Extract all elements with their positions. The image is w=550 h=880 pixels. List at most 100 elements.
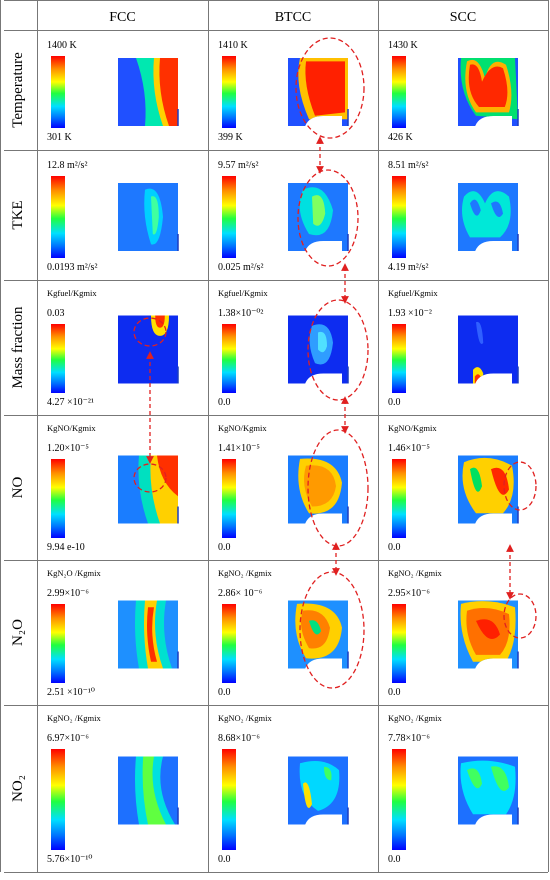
scale-min-label: 4.19 m²/s² — [388, 262, 428, 273]
scale-min-label: 0.0 — [218, 542, 231, 553]
contour-cell: KgNO/Kgmix 1.20×10⁻⁵ 9.94 e-10 — [47, 423, 179, 553]
scale-max-label: 9.57 m²/s² — [218, 160, 258, 171]
contour-field — [458, 756, 518, 825]
contour-cell: KgNO₂ /Kgmix 6.97×10⁻⁶ 5.76×10⁻¹⁰ — [47, 713, 179, 865]
unit-label: KgNO/Kgmix — [47, 423, 96, 433]
contour-cell: 12.8 m²/s² 0.0193 m²/s² — [47, 160, 179, 273]
scale-max-label: 12.8 m²/s² — [47, 160, 87, 171]
unit-label: Kgfuel/Kgmix — [388, 288, 438, 298]
scale-max-label: 1.38×10⁻⁰² — [218, 308, 263, 319]
highlight-ellipse — [503, 461, 537, 511]
highlight-ellipse — [133, 463, 167, 493]
highlight-ellipse — [133, 317, 167, 347]
scale-min-label: 0.0 — [388, 854, 401, 865]
scale-min-label: 0.0193 m²/s² — [47, 262, 97, 273]
scale-max-label: 2.95×10⁻⁶ — [388, 588, 430, 599]
column-headers: FCC BTCC SCC — [109, 10, 476, 25]
unit-label: KgNO₂ /Kgmix — [388, 568, 442, 578]
contour-field — [288, 756, 348, 825]
table-cells: 1400 K 301 K 1410 K 399 K 1430 K 426 K 12.8 m²… — [47, 40, 519, 865]
contour-field — [288, 58, 348, 126]
color-scale-bar — [222, 56, 236, 128]
contour-cell: 1410 K 399 K — [218, 40, 349, 143]
color-scale-bar — [392, 604, 406, 683]
scale-max-label: 2.99×10⁻⁶ — [47, 588, 89, 599]
column-header: SCC — [450, 10, 476, 25]
contour-cell: KgNO₂ /Kgmix 8.68×10⁻⁶ 0.0 — [218, 713, 349, 865]
row-label: NO₂ — [10, 775, 26, 802]
color-scale-bar — [51, 56, 65, 128]
row-label: TKE — [10, 200, 26, 229]
scale-min-label: 0.0 — [218, 687, 231, 698]
scale-min-label: 5.76×10⁻¹⁰ — [47, 854, 92, 865]
scale-min-label: 0.0 — [388, 397, 401, 408]
scale-min-label: 399 K — [218, 132, 244, 143]
contour-cell: Kgfuel/Kgmix 0.03 4.27 ×10⁻²¹ — [47, 288, 179, 408]
contour-cell: Kgfuel/Kgmix 1.38×10⁻⁰² 0.0 — [218, 288, 349, 408]
highlight-ellipse — [299, 571, 365, 689]
contour-field — [458, 183, 518, 251]
unit-label: KgNO/Kgmix — [218, 423, 267, 433]
scale-min-label: 0.025 m²/s² — [218, 262, 263, 273]
scale-max-label: 7.78×10⁻⁶ — [388, 733, 430, 744]
row-labels: Temperature TKE Mass fraction NO N₂O NO₂ — [10, 52, 26, 802]
color-scale-bar — [392, 176, 406, 258]
scale-max-label: 8.51 m²/s² — [388, 160, 428, 171]
color-scale-bar — [51, 459, 65, 538]
color-scale-bar — [51, 176, 65, 258]
contour-field — [458, 58, 518, 126]
highlight-ellipse — [307, 429, 369, 547]
color-scale-bar — [222, 749, 236, 850]
row-label: NO — [10, 477, 26, 499]
contour-cell: Kgfuel/Kgmix 1.93 ×10⁻² 0.0 — [388, 288, 519, 408]
contour-cell: 8.51 m²/s² 4.19 m²/s² — [388, 160, 519, 273]
scale-max-label: 2.86× 10⁻⁶ — [218, 588, 263, 599]
contour-field — [288, 600, 348, 669]
color-scale-bar — [222, 324, 236, 393]
color-scale-bar — [51, 324, 65, 393]
contour-field — [288, 455, 348, 524]
unit-label: Kgfuel/Kgmix — [218, 288, 268, 298]
contour-field — [118, 315, 178, 384]
contour-cell: KgN₂O /Kgmix 2.99×10⁻⁶ 2.51 ×10⁻¹⁰ — [47, 568, 179, 698]
scale-max-label: 1.93 ×10⁻² — [388, 308, 432, 319]
annotation-layer — [133, 37, 537, 689]
row-label: N₂O — [10, 619, 26, 646]
contour-field — [118, 756, 178, 825]
contour-field — [118, 58, 178, 126]
unit-label: Kgfuel/Kgmix — [47, 288, 97, 298]
scale-max-label: 1400 K — [47, 40, 78, 51]
contour-cell: 1430 K 426 K — [388, 40, 519, 143]
contour-field — [118, 455, 178, 524]
contour-field — [458, 600, 518, 669]
color-scale-bar — [222, 459, 236, 538]
contour-field — [458, 455, 518, 524]
unit-label: KgNO₂ /Kgmix — [388, 713, 442, 723]
highlight-ellipse — [297, 169, 359, 267]
unit-label: KgNO₂ /Kgmix — [218, 713, 272, 723]
contour-field — [288, 183, 348, 251]
row-label: Mass fraction — [10, 306, 26, 389]
contour-cell: KgNO₂ /Kgmix 7.78×10⁻⁶ 0.0 — [388, 713, 519, 865]
scale-max-label: 1410 K — [218, 40, 249, 51]
scale-max-label: 0.03 — [47, 308, 65, 319]
contour-cell: 1400 K 301 K — [47, 40, 179, 143]
highlight-ellipse — [503, 593, 537, 639]
scale-min-label: 9.94 e-10 — [47, 542, 85, 553]
column-header: BTCC — [275, 10, 312, 25]
color-scale-bar — [392, 56, 406, 128]
scale-max-label: 1.20×10⁻⁵ — [47, 443, 89, 454]
highlight-ellipse — [295, 37, 365, 139]
color-scale-bar — [51, 749, 65, 850]
color-scale-bar — [222, 176, 236, 258]
scale-min-label: 4.27 ×10⁻²¹ — [47, 397, 94, 408]
scale-min-label: 0.0 — [218, 397, 231, 408]
scale-max-label: 1430 K — [388, 40, 419, 51]
unit-label: KgN₂O /Kgmix — [47, 568, 101, 578]
contour-cell: KgNO/Kgmix 1.41×10⁻⁵ 0.0 — [218, 423, 349, 553]
color-scale-bar — [392, 324, 406, 393]
contour-field — [118, 600, 178, 669]
color-scale-bar — [392, 749, 406, 850]
